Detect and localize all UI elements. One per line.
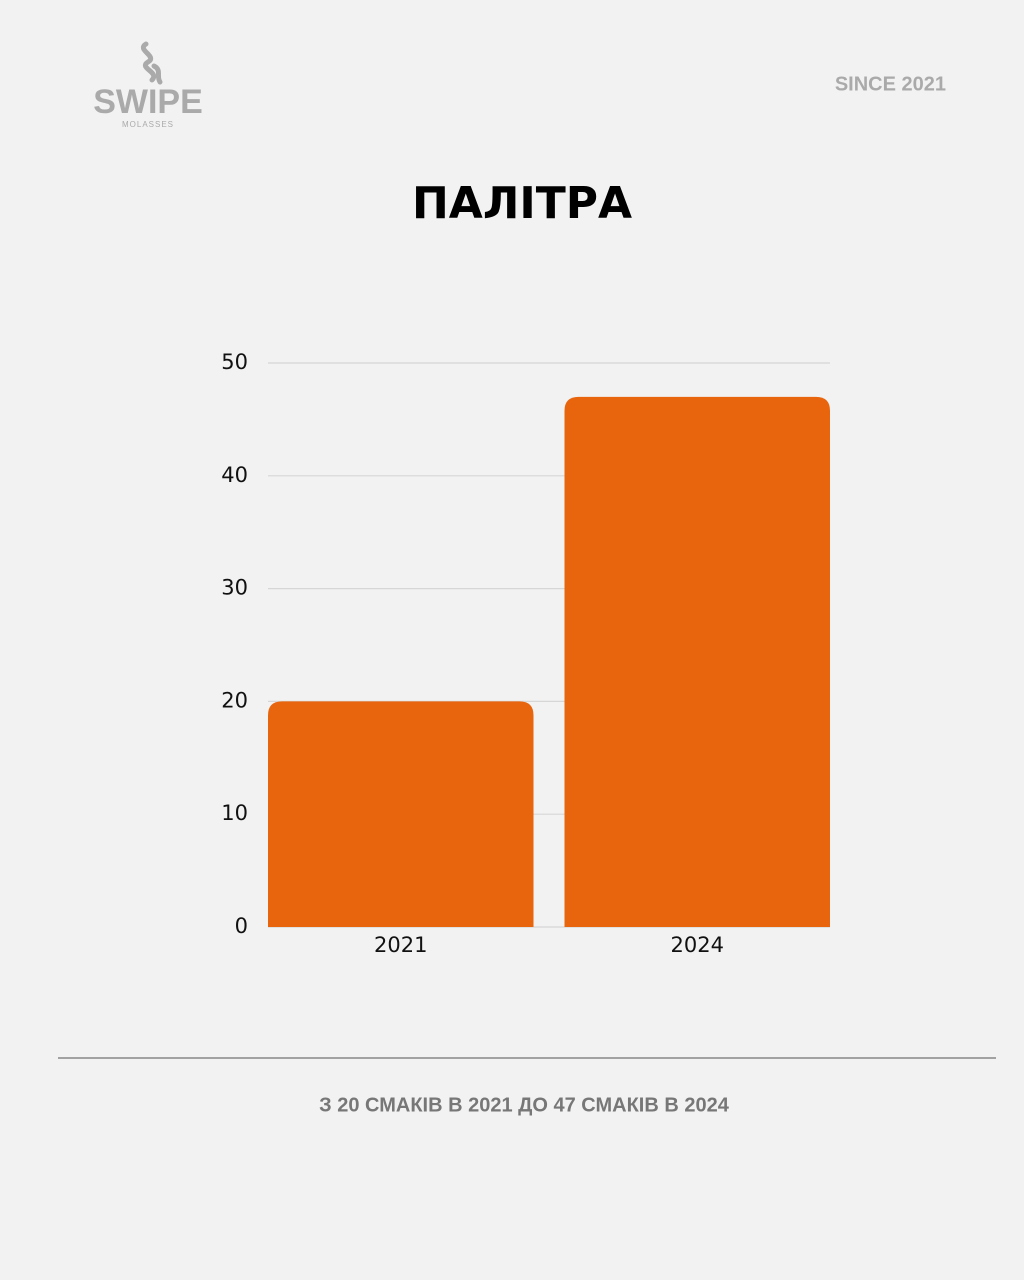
since: SINCE 2021 (835, 73, 946, 95)
y-tick-label: 10 (221, 801, 248, 825)
x-tick-label: 2021 (374, 933, 427, 957)
bar (564, 396, 830, 928)
y-tick-label: 20 (221, 688, 248, 712)
y-tick-label: 30 (221, 576, 248, 600)
y-tick-label: 0 (235, 914, 248, 938)
y-tick-label: 50 (221, 350, 248, 374)
x-tick-label: 2024 (671, 933, 724, 957)
logo: SWIPE (93, 83, 203, 121)
bar (268, 701, 534, 927)
chart-title: ПАЛІТРА (412, 178, 632, 229)
y-tick-label: 40 (221, 463, 248, 487)
logo-icon (141, 41, 163, 85)
caption: З 20 СМАКІВ В 2021 ДО 47 СМАКІВ В 2024 (319, 1094, 730, 1116)
logo-sub: MOLASSES (122, 120, 174, 129)
